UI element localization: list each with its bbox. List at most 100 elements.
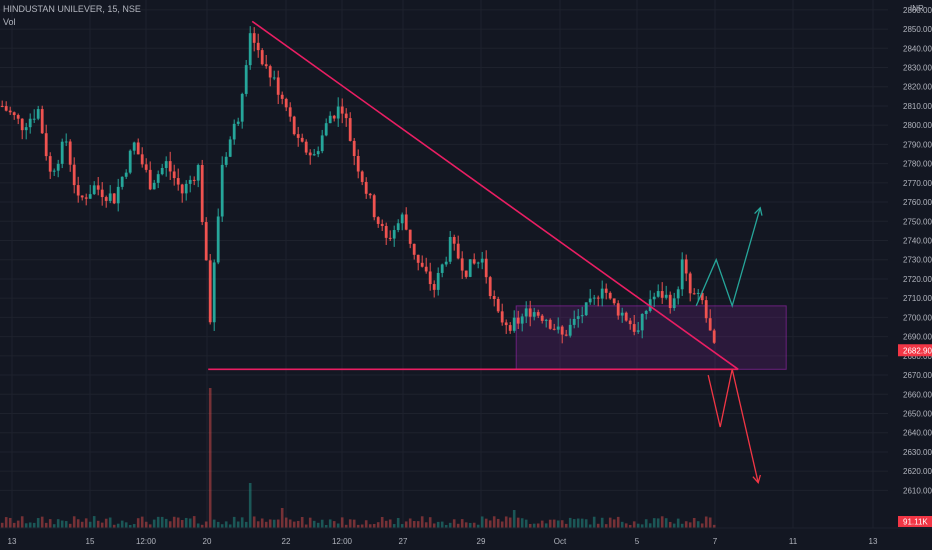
candle-body <box>684 259 688 274</box>
price-tick-label: 2850.00 <box>903 25 932 34</box>
time-tick-label: Oct <box>554 537 567 546</box>
volume-bar <box>444 524 448 528</box>
volume-bar <box>272 519 276 528</box>
volume-bar <box>428 517 432 528</box>
volume-bar <box>16 520 20 528</box>
candle-body <box>656 291 660 297</box>
candle-body <box>144 164 148 170</box>
range-box[interactable] <box>515 305 787 370</box>
volume-bars <box>0 388 716 528</box>
candle-body <box>184 183 188 194</box>
volume-bar <box>160 516 164 528</box>
volume-bar <box>640 524 644 528</box>
candle-body <box>328 115 332 124</box>
volume-bar <box>376 522 380 528</box>
price-axis[interactable]: 2610.00 2620.00 2630.00 2640.00 2650.00 2660.… <box>903 4 932 495</box>
volume-bar <box>324 524 328 528</box>
candle-body <box>316 151 320 155</box>
volume-bar <box>612 519 616 528</box>
price-tick-label: 2710.00 <box>903 294 932 303</box>
candle-body <box>712 330 716 343</box>
volume-bar <box>312 520 316 528</box>
volume-bar <box>308 517 312 528</box>
currency-label[interactable]: INR <box>910 4 924 13</box>
volume-bar <box>228 524 232 528</box>
candle-body <box>176 178 180 185</box>
volume-bar <box>212 519 216 528</box>
candle-body <box>572 318 576 325</box>
price-tick-label: 2640.00 <box>903 429 932 438</box>
last-volume-value: 91.11K <box>903 518 928 527</box>
volume-bar <box>68 523 72 528</box>
candle-body <box>264 64 268 67</box>
volume-bar <box>392 524 396 528</box>
volume-bar <box>176 517 180 528</box>
volume-bar <box>508 517 512 528</box>
time-tick-label: 5 <box>635 537 640 546</box>
bullish-projection[interactable] <box>695 207 761 309</box>
candle-body <box>668 294 672 309</box>
volume-bar <box>680 523 684 528</box>
candle-body <box>216 216 220 263</box>
volume-bar <box>596 523 600 528</box>
candle-body <box>320 135 324 152</box>
volume-bar <box>676 518 680 528</box>
volume-bar <box>108 517 112 528</box>
bearish-projection[interactable] <box>707 369 759 483</box>
candle-body <box>708 318 712 331</box>
consolidation-range-box[interactable] <box>515 305 787 370</box>
price-tick-label: 2810.00 <box>903 102 932 111</box>
candle-body <box>376 217 380 224</box>
volume-bar <box>556 520 560 528</box>
candle-body <box>36 109 40 119</box>
candle-body <box>332 115 336 119</box>
candle-body <box>676 289 680 299</box>
volume-bar <box>300 517 304 528</box>
candle-body <box>0 105 4 107</box>
trend-drawings[interactable] <box>208 20 763 485</box>
candle-body <box>84 197 88 199</box>
candle-body <box>480 258 484 263</box>
symbol-title[interactable]: HINDUSTAN UNILEVER, 15, NSE <box>3 4 141 14</box>
candle-body <box>116 186 120 204</box>
volume-bar <box>20 516 24 528</box>
volume-bar <box>488 520 492 528</box>
candle-body <box>648 299 652 311</box>
candle-body <box>296 134 300 138</box>
candle-body <box>388 237 392 239</box>
volume-bar <box>44 522 48 528</box>
descending-trendline[interactable] <box>251 20 739 370</box>
candle-body <box>220 164 224 217</box>
volume-bar <box>644 519 648 528</box>
volume-bar <box>452 519 456 528</box>
candle-body <box>164 161 168 168</box>
volume-bar <box>292 521 296 528</box>
volume-bar <box>332 521 336 528</box>
candle-body <box>596 297 600 299</box>
volume-bar <box>192 516 196 528</box>
volume-bar <box>116 523 120 528</box>
candle-body <box>368 193 372 196</box>
candle-body <box>556 326 560 330</box>
volume-bar <box>460 519 464 528</box>
candle-body <box>512 317 516 331</box>
candle-body <box>4 106 8 111</box>
volume-bar <box>696 521 700 528</box>
candle-body <box>352 140 356 156</box>
price-tick-label: 2690.00 <box>903 333 932 342</box>
volume-bar <box>336 523 340 528</box>
volume-bar <box>172 516 176 528</box>
volume-bar <box>8 517 12 528</box>
volume-bar <box>456 523 460 528</box>
candle-body <box>348 118 352 141</box>
volume-bar <box>472 522 476 528</box>
volume-bar <box>448 522 452 528</box>
volume-bar <box>0 522 4 528</box>
time-axis[interactable]: 13 15 12:00 20 22 12:00 27 29 Oct 5 7 11 13 <box>0 527 932 546</box>
candle-body <box>124 172 128 177</box>
candle-body <box>52 170 56 172</box>
volume-bar <box>712 524 716 528</box>
volume-bar <box>188 518 192 528</box>
candle-body <box>500 311 504 323</box>
